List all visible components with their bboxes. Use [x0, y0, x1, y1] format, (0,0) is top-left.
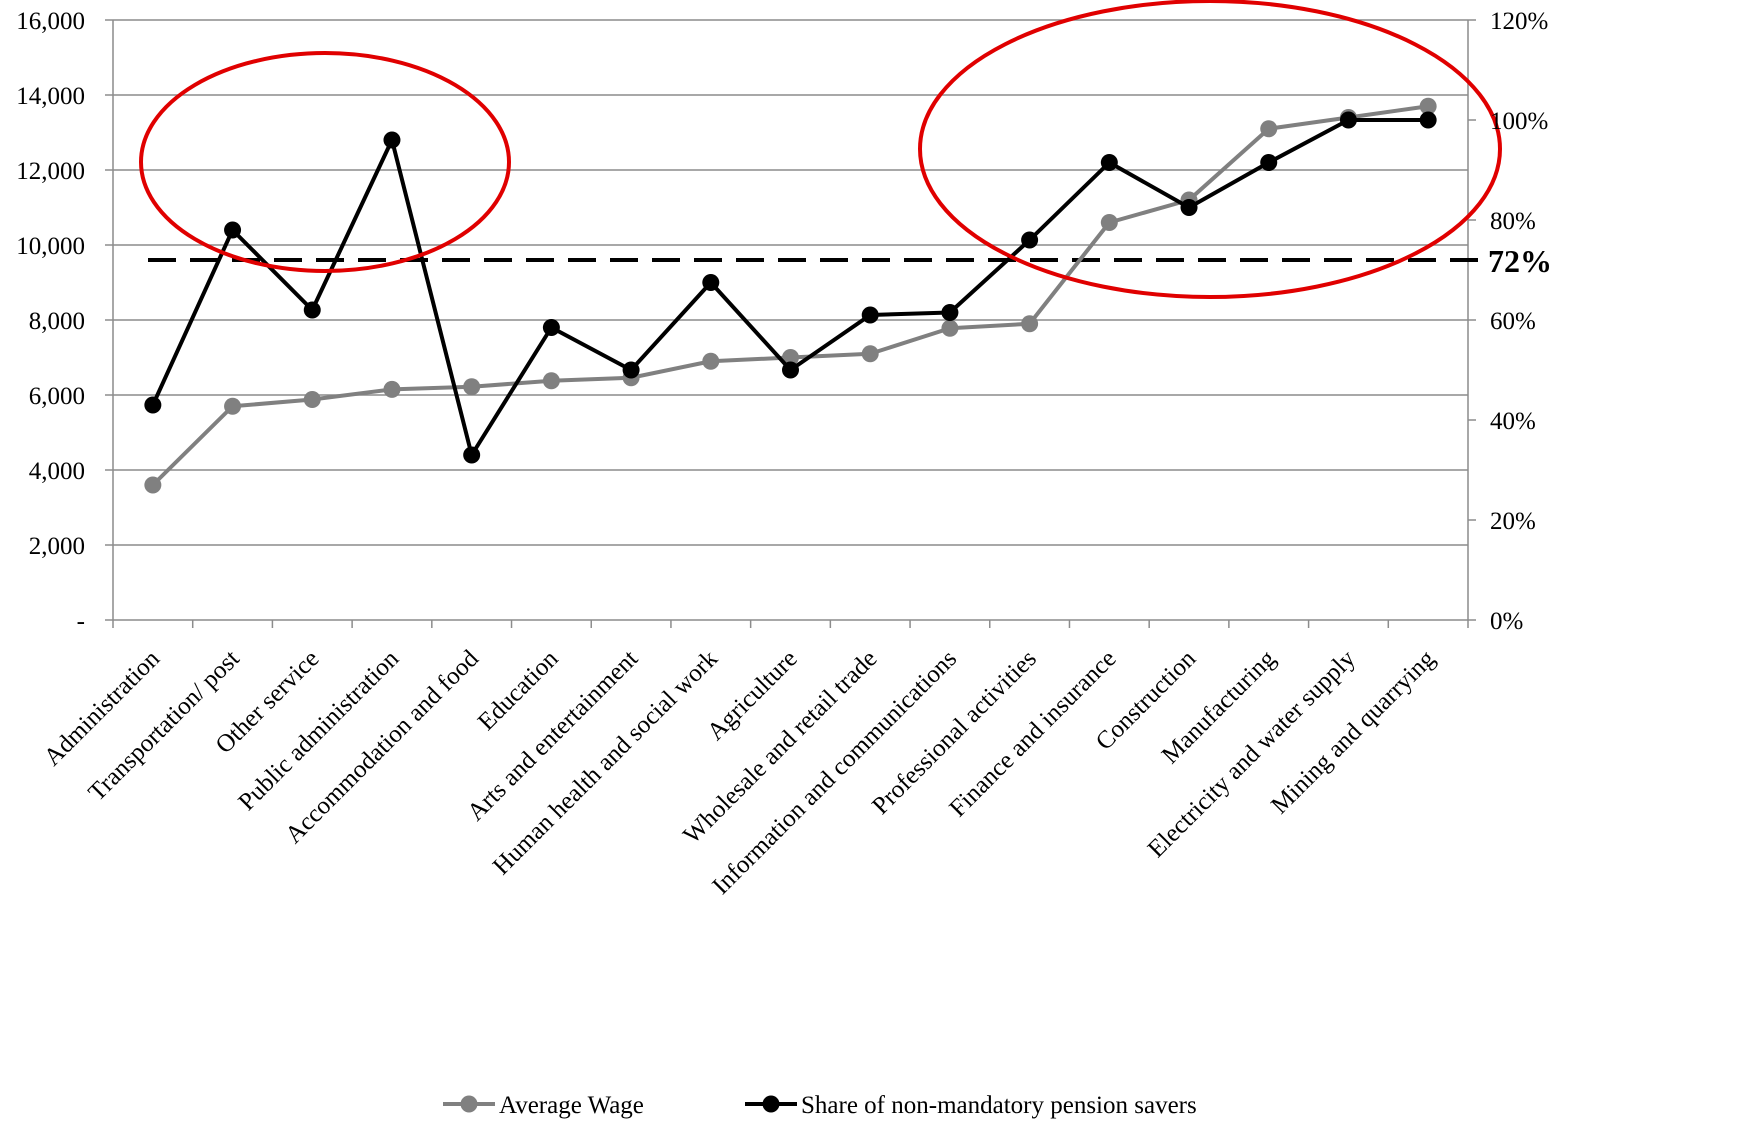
grid-lines [113, 19, 1468, 546]
data-point-average-wage [702, 352, 720, 370]
annotation-ellipses [139, 0, 1502, 299]
y-right-tick-label: 0% [1490, 608, 1523, 635]
y-right-tick-label: 60% [1490, 308, 1536, 335]
legend: Average Wage Share of non-mandatory pensi… [443, 1092, 1197, 1119]
data-point-average-wage [542, 372, 560, 390]
legend-marker-average-wage [460, 1095, 478, 1113]
data-point-pension-share [1260, 154, 1278, 171]
data-point-pension-share [861, 306, 879, 324]
data-point-pension-share [1021, 231, 1039, 249]
data-point-pension-share [941, 304, 959, 321]
data-point-average-wage [1021, 315, 1039, 333]
y-left-tick-label: 4,000 [29, 458, 85, 485]
tick-labels: - 2,000 4,000 6,000 8,000 10,000 12,000 14,000 1… [16, 8, 1552, 900]
series-lines [144, 97, 1437, 494]
data-point-pension-share [144, 396, 162, 414]
y-left-tick-label: 6,000 [29, 383, 85, 410]
data-point-pension-share [383, 131, 401, 149]
axes [105, 19, 1476, 628]
data-point-pension-share [1419, 111, 1437, 129]
data-point-pension-share [1100, 154, 1118, 171]
y-right-tick-label: 120% [1490, 8, 1548, 35]
data-point-pension-share [303, 301, 321, 319]
data-point-pension-share [622, 361, 640, 379]
y-left-tick-label: 8,000 [29, 308, 85, 335]
data-point-average-wage [303, 391, 321, 408]
data-point-pension-share [1339, 111, 1357, 129]
data-point-average-wage [1419, 97, 1437, 115]
data-point-pension-share [702, 274, 720, 291]
data-point-average-wage [383, 380, 401, 398]
y-left-tick-label: 2,000 [29, 533, 85, 560]
legend-label-average-wage: Average Wage [499, 1092, 644, 1119]
data-point-pension-share [782, 361, 799, 379]
data-point-average-wage [941, 319, 959, 337]
data-point-average-wage [463, 378, 481, 396]
y-right-tick-label: 40% [1490, 408, 1536, 435]
y-right-tick-label: 80% [1490, 208, 1536, 235]
data-point-average-wage [1260, 120, 1278, 138]
data-point-pension-share [224, 221, 242, 239]
data-point-average-wage [224, 397, 242, 415]
data-point-average-wage [144, 476, 162, 494]
data-point-pension-share [463, 446, 481, 464]
data-point-average-wage [861, 345, 879, 363]
data-point-pension-share [542, 319, 560, 336]
legend-marker-pension-share [762, 1095, 780, 1113]
data-point-pension-share [1180, 199, 1198, 216]
y-left-tick-label: - [77, 608, 85, 635]
annotation-ellipse-left [139, 51, 511, 273]
y-left-tick-label: 14,000 [16, 83, 85, 110]
x-category-label: Transportation/ post [83, 645, 244, 806]
y-left-tick-label: 10,000 [16, 233, 85, 260]
data-point-average-wage [1100, 214, 1118, 231]
y-right-tick-label: 100% [1490, 108, 1548, 135]
y-left-tick-label: 12,000 [16, 158, 85, 185]
annotation-ellipse-right [918, 0, 1502, 299]
y-left-tick-label: 16,000 [16, 8, 85, 35]
data-point-average-wage [782, 349, 799, 366]
legend-label-pension-share: Share of non-mandatory pension savers [801, 1092, 1197, 1119]
y-right-tick-label: 20% [1490, 508, 1536, 535]
reference-line-label: 72% [1488, 243, 1552, 279]
